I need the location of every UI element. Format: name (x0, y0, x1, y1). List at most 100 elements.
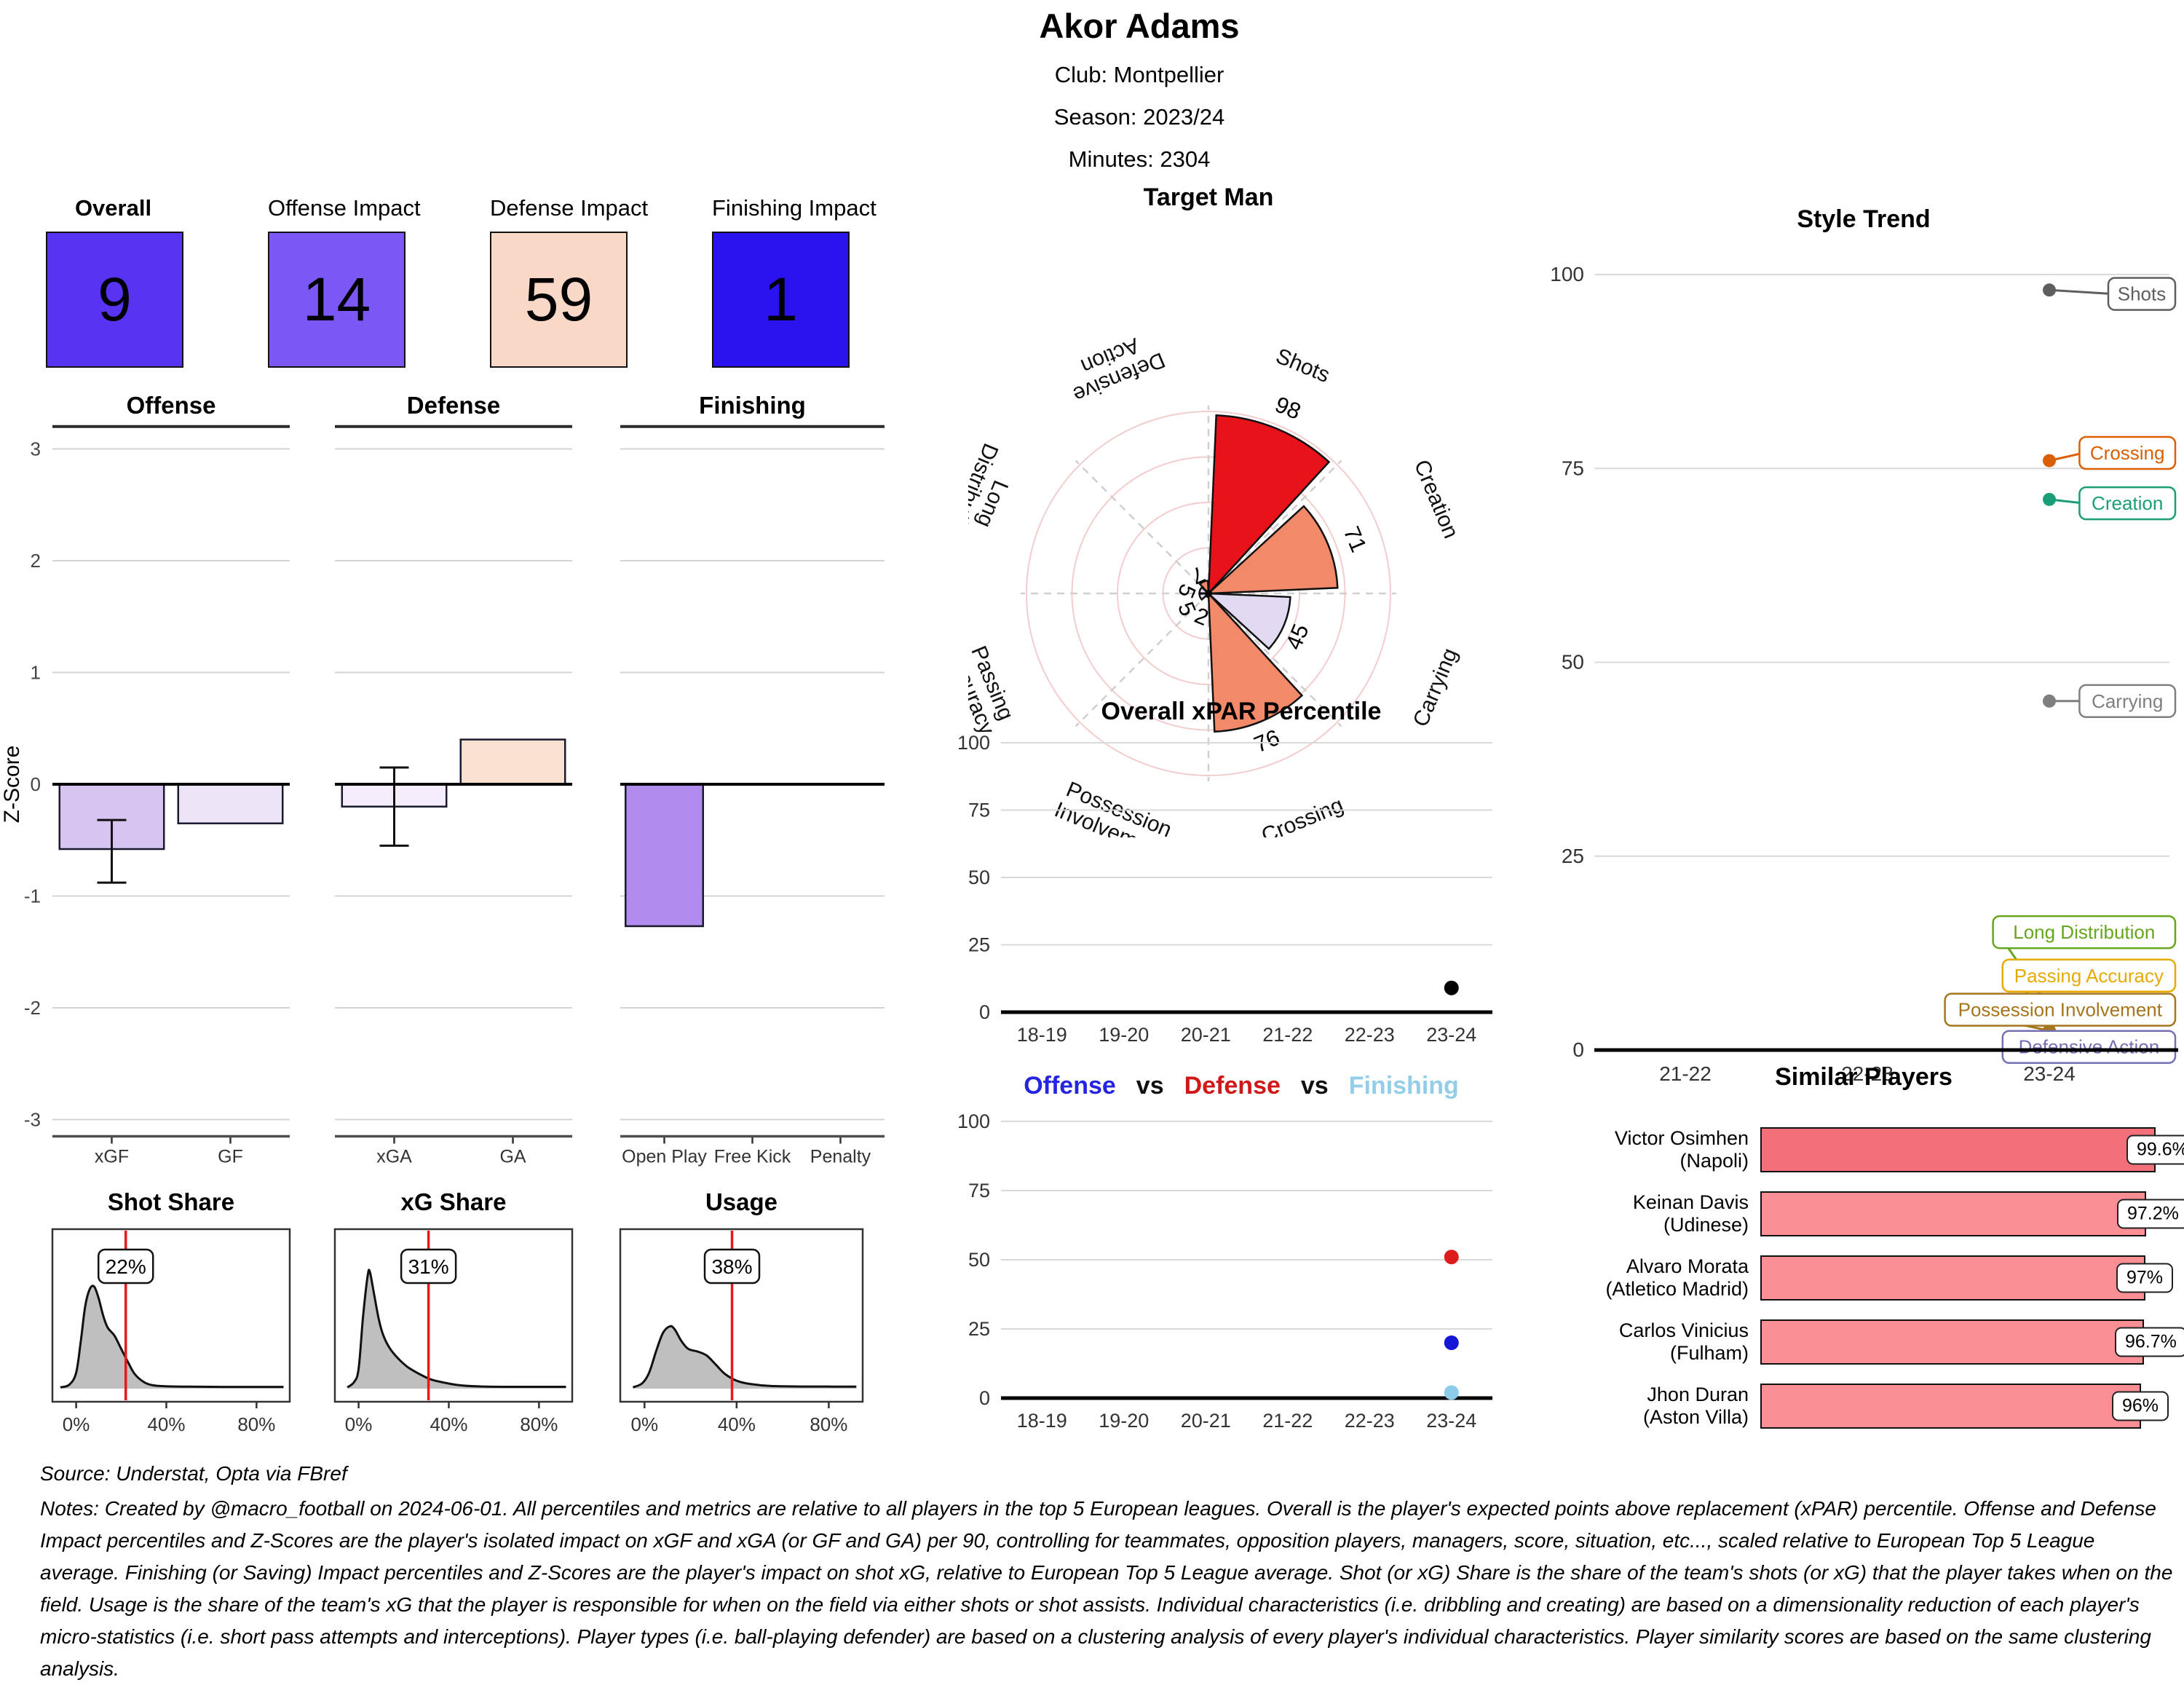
trend-label-box-defensive-action (2001, 1030, 2177, 1064)
scorecard-value: 59 (524, 265, 593, 334)
season-line: Season: 2023/24 (1053, 104, 1225, 130)
bar-gf (177, 783, 284, 824)
club-line: Club: Montpellier (1054, 62, 1224, 87)
ovd-title-part-finishing: Finishing (1348, 1072, 1459, 1100)
xtick-label-0: 0% (631, 1413, 659, 1435)
similar-player-label: Alvaro Morata (Atletico Madrid) (1543, 1255, 1760, 1301)
scorecard-offense-impact: Offense Impact 14 (268, 195, 421, 368)
player-club: (Aston Villa) (1642, 1406, 1749, 1428)
ytick-100: 100 (957, 1110, 990, 1132)
trend-point-creation (2043, 492, 2056, 506)
ytick-0: 0 (31, 773, 41, 795)
xtick-label-21-22: 21-22 (1262, 1410, 1313, 1432)
radar-axis-creation: Creation (1409, 457, 1463, 542)
ytick-100: 100 (1550, 263, 1584, 285)
marker-label: 22% (106, 1255, 146, 1278)
similar-row-alvaro-morata: Alvaro Morata (Atletico Madrid) 97% (1543, 1246, 2184, 1310)
similar-bar-victor-osimhen (1760, 1127, 2156, 1172)
radar-center-dot (1205, 590, 1212, 597)
player-name: Victor Osimhen (1614, 1127, 1749, 1149)
similarity-badge: 99.6% (2126, 1134, 2184, 1165)
shot-share-density-panel: Shot Share 0% 40% 80% 22% (51, 1188, 291, 1435)
density-area (347, 1269, 566, 1389)
radar-wedge-carrying (1206, 592, 1291, 650)
trend-label-box-carrying (2078, 684, 2177, 718)
footer-notes: Source: Understat, Opta via FBref Notes:… (40, 1462, 2173, 1685)
marker-label: 31% (408, 1255, 449, 1278)
spoke-line (1075, 459, 1209, 594)
ytick-75: 75 (968, 800, 990, 821)
similarity-badge: 97% (2116, 1263, 2174, 1293)
ovd-title: Offense vs Defense vs Finishing (946, 1072, 1536, 1100)
similar-players-rows: Victor Osimhen (Napoli) 99.6% Keinan Davis (… (1543, 1118, 2184, 1438)
radar-axis-defensive-action: DefensiveAction (1061, 326, 1168, 407)
radar-title: Target Man (1143, 184, 1274, 211)
point-offense (1444, 1335, 1459, 1350)
xtick-label-0: 0% (63, 1413, 90, 1435)
player-club: (Fulham) (1669, 1342, 1749, 1364)
similar-players-panel: Similar Players Victor Osimhen (Napoli) 99… (1543, 1063, 2184, 1438)
scorecard-value: 14 (302, 265, 371, 334)
xpar-title: Overall xPAR Percentile (1101, 698, 1382, 725)
report-header: Akor Adams Club: Montpellier Season: 202… (775, 6, 1503, 173)
similarity-badge: 96.7% (2115, 1327, 2184, 1357)
trend-label-carrying: Carrying (2092, 690, 2163, 712)
scorecard-label: Overall (74, 195, 152, 221)
bar-ga (459, 738, 566, 786)
ytick-50: 50 (968, 1249, 990, 1271)
scorecard-box: 1 (712, 232, 850, 368)
density-svg: Shot Share 0% 40% 80% 22% xG Share 0% 40% 80% 31%… (51, 1188, 864, 1435)
xpar-percentile-chart: 0 25 50 75 100 18-19 19-20 20-21 21-22 22-23 23-24 (946, 722, 1536, 1061)
notes-text: Notes: Created by @macro_football on 202… (40, 1497, 2173, 1680)
panel-title: Finishing (699, 392, 806, 419)
spoke-line (1208, 459, 1342, 594)
radar-wedge-creation (1206, 505, 1339, 595)
xtick-label-penalty: Penalty (810, 1147, 871, 1167)
radar-axis-line: Creation (1409, 457, 1463, 542)
ytick-25: 25 (968, 934, 990, 956)
ovd-title-part-offense: Offense (1024, 1072, 1116, 1100)
ytick-1: 1 (31, 662, 41, 684)
similar-player-label: Victor Osimhen (Napoli) (1543, 1127, 1760, 1172)
radar-wedge-shots (1207, 414, 1331, 596)
scorecard-overall: Overall 9 (46, 195, 183, 368)
xtick-label-40: 40% (718, 1413, 756, 1435)
trend-label-box-crossing (2078, 435, 2177, 470)
xtick-label-23-24: 23-24 (1426, 1024, 1476, 1046)
ytick-25: 25 (968, 1318, 990, 1340)
xtick-label-21-22: 21-22 (1262, 1024, 1313, 1046)
similarity-badge: 97.2% (2117, 1199, 2184, 1229)
similar-player-label: Carlos Vinicius (Fulham) (1543, 1319, 1760, 1365)
xtick-label-40: 40% (147, 1413, 185, 1435)
radar-value-defensive-action: 7 (1187, 561, 1208, 589)
source-line: Source: Understat, Opta via FBref (40, 1462, 347, 1485)
radar-value-shots: 98 (1272, 391, 1305, 425)
zscore-svg: 3 2 1 0 -1 -2 -3 Z-Score Offense xGF GF Defense xGA G… (0, 392, 885, 1167)
style-trend-chart: 0 25 50 75 100 21-22 22-23 23-24 Shots Crossing Cr… (1543, 234, 2184, 1126)
marker-label-box (703, 1248, 761, 1285)
ytick--1: -1 (24, 885, 41, 907)
similar-row-victor-osimhen: Victor Osimhen (Napoli) 99.6% (1543, 1118, 2184, 1182)
xtick-label-80: 80% (237, 1413, 275, 1435)
similar-bar-wrap: 97% (1760, 1255, 2184, 1301)
trend-point-crossing (2043, 454, 2056, 467)
density-curve (632, 1325, 857, 1389)
page-title: Akor Adams (1039, 7, 1240, 45)
scorecard-label: Offense Impact (268, 195, 421, 221)
ovd-title-part-vs: vs (1136, 1072, 1164, 1100)
trend-point-shots (2043, 283, 2056, 297)
trend-label-defensive-action: Defensive Action (2019, 1036, 2160, 1058)
trend-line-shots (2049, 288, 2113, 296)
player-name: Keinan Davis (1632, 1191, 1749, 1213)
xtick-label-21-22: 21-22 (1659, 1062, 1712, 1085)
usage-density-panel: Usage 0% 40% 80% 38% (619, 1188, 864, 1435)
ytick-25: 25 (1562, 845, 1584, 867)
xtick-label-19-20: 19-20 (1099, 1024, 1149, 1046)
xtick-label-22-23: 22-23 (1345, 1024, 1395, 1046)
density-curve (347, 1268, 566, 1389)
scorecard-value: 1 (764, 265, 798, 334)
point-overall (1444, 980, 1459, 995)
xtick-label-23-24: 23-24 (1426, 1410, 1476, 1432)
style-trend-title: Style Trend (1797, 205, 1931, 233)
ytick-3: 3 (31, 438, 41, 460)
